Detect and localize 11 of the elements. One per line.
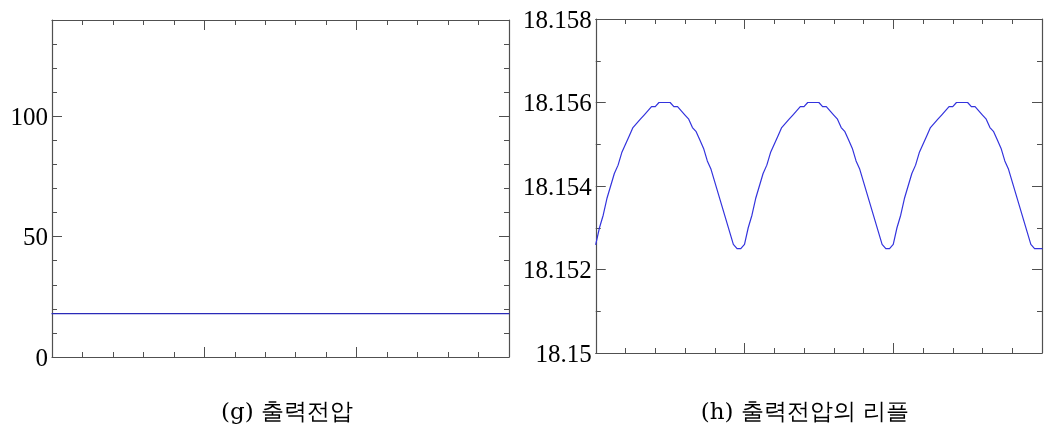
y-tick-label: 18.158: [523, 5, 592, 33]
text: (g) 출력전압: [221, 397, 353, 424]
y-tick-label: 18.152: [523, 256, 592, 283]
text: (h) 출력전압의 리플: [700, 397, 910, 424]
y-tick-label: 18.15: [535, 339, 592, 367]
line-series: [595, 101, 1043, 250]
y-tick-label: 50: [23, 223, 48, 251]
y-tick-label: 18.154: [523, 172, 593, 200]
y-tick-label: 100: [10, 102, 48, 130]
y-tick-label: 18.156: [523, 89, 592, 116]
y-tick-label: 0: [35, 343, 48, 371]
